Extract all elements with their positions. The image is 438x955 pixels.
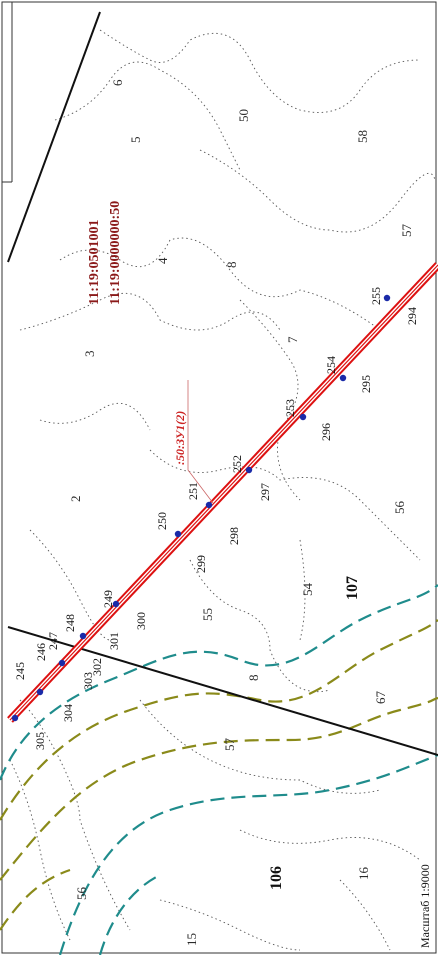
route-node [79,632,87,640]
contour-olive-3 [0,868,71,931]
contour-teal-3 [98,874,161,955]
parcel-label: 55 [200,608,215,621]
boundary-line-upper [7,11,101,263]
point-label: 247 [46,632,60,650]
parcel-label: 56 [392,501,407,515]
route-node [11,714,19,722]
point-label: 303 [81,672,95,690]
parcel-label: 54 [300,583,315,597]
route-node [245,466,253,474]
parcel-labels: 6 5 50 58 4 8 57 3 7 2 56 54 55 8 57 67 … [68,79,414,946]
route-node [58,659,66,667]
route-node [112,600,120,608]
point-label: 248 [63,614,77,632]
cadastral-number: 11:19:0501001 [87,219,102,305]
point-label: 245 [13,662,27,680]
quarter-label-107: 107 [344,576,361,600]
point-label: 296 [319,423,333,441]
parcel-boundaries [9,29,436,951]
zu-leader-line [187,380,214,504]
point-label: 302 [90,658,104,676]
contour-olive-2 [0,696,438,881]
point-label: 250 [155,512,169,530]
route-node [36,688,44,696]
parcel-label: 16 [356,867,371,881]
point-label: 294 [405,307,419,325]
route-nodes [11,294,391,722]
parcel-label: 58 [355,130,370,143]
contour-teal-inner [0,584,438,781]
parcel-label: 2 [68,496,83,503]
parcel-label: 67 [373,691,388,705]
point-labels: 2452462472482492502512522532542553053043… [13,287,419,750]
parcel-label: 15 [184,933,199,946]
point-label: 252 [230,455,244,473]
point-label: 301 [107,632,121,650]
parcel-label: 57 [222,738,237,752]
point-label: 300 [134,612,148,630]
parcel-label: 5 [128,137,143,144]
point-label: 299 [194,555,208,573]
point-label: 255 [369,287,383,305]
zu-label: :50:ЗУ1(2) [173,411,187,465]
parcel-label: 50 [236,109,251,122]
parcel-label: 8 [246,675,261,682]
route-node [339,374,347,382]
route-node [299,413,307,421]
cadastral-number: 11:19:0000000:50 [108,201,123,305]
parcel-label: 3 [82,351,97,358]
contour-teal-outer [58,753,438,955]
parcel-label: 7 [285,336,300,343]
scale-label: Масштаб 1:9000 [418,864,432,948]
parcel-label: 8 [224,262,239,269]
point-label: 251 [186,482,200,500]
point-label: 246 [34,643,48,661]
point-label: 297 [258,483,272,501]
point-label: 254 [324,356,338,374]
parcel-label: 4 [155,257,170,264]
point-label: 298 [227,527,241,545]
route-center [9,264,438,721]
route-node [383,294,391,302]
route-node [205,501,213,509]
point-label: 253 [283,399,297,417]
route-node [174,530,182,538]
quarter-label-106: 106 [268,866,285,890]
parcel-label: 6 [110,79,125,86]
parcel-label: 57 [399,224,414,238]
parcel-label: 56 [74,887,89,901]
point-label: 304 [61,704,75,722]
point-label: 249 [101,590,115,608]
route-corridor [7,262,438,723]
point-label: 295 [359,375,373,393]
point-label: 305 [33,732,47,750]
